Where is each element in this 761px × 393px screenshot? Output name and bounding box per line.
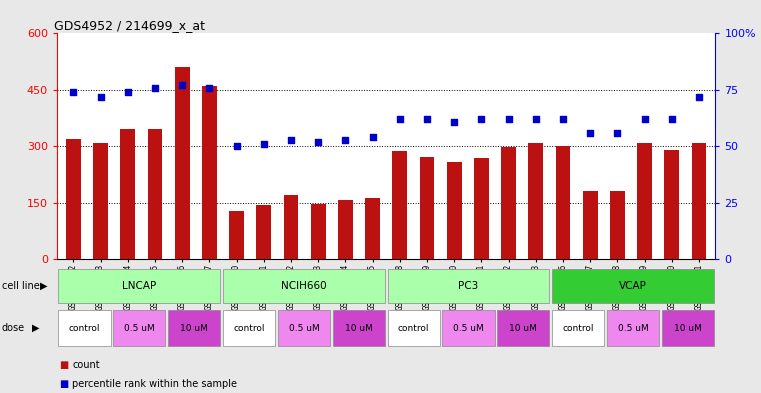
Text: control: control <box>398 324 429 332</box>
Text: 0.5 uM: 0.5 uM <box>124 324 154 332</box>
Bar <box>338 200 353 259</box>
Text: LNCAP: LNCAP <box>123 281 157 291</box>
Bar <box>66 139 81 259</box>
Bar <box>168 310 220 346</box>
Point <box>285 136 297 143</box>
Text: control: control <box>234 324 265 332</box>
Bar <box>552 269 714 303</box>
Point <box>94 94 107 100</box>
Point <box>638 116 651 122</box>
Bar <box>175 67 189 259</box>
Text: 10 uM: 10 uM <box>509 324 537 332</box>
Text: VCAP: VCAP <box>619 281 647 291</box>
Bar <box>120 129 135 259</box>
Point <box>258 141 270 147</box>
Point <box>149 84 161 91</box>
Point <box>312 139 324 145</box>
Bar <box>365 198 380 259</box>
Text: 0.5 uM: 0.5 uM <box>288 324 320 332</box>
Text: ■: ■ <box>59 379 68 389</box>
Bar <box>93 143 108 259</box>
Text: percentile rank within the sample: percentile rank within the sample <box>72 379 237 389</box>
Bar <box>310 204 326 259</box>
Point <box>67 89 79 95</box>
Bar <box>223 269 385 303</box>
Text: PC3: PC3 <box>458 281 479 291</box>
Bar <box>552 310 604 346</box>
Bar <box>474 158 489 259</box>
Bar <box>256 205 271 259</box>
Bar <box>610 191 625 259</box>
Text: 10 uM: 10 uM <box>180 324 209 332</box>
Text: count: count <box>72 360 100 370</box>
Text: NCIH660: NCIH660 <box>281 281 326 291</box>
Bar <box>387 310 440 346</box>
Bar <box>637 143 652 259</box>
Text: GDS4952 / 214699_x_at: GDS4952 / 214699_x_at <box>54 19 205 32</box>
Text: control: control <box>68 324 100 332</box>
Point <box>557 116 569 122</box>
Text: 0.5 uM: 0.5 uM <box>453 324 484 332</box>
Bar <box>284 195 298 259</box>
Bar <box>223 310 275 346</box>
Bar <box>607 310 659 346</box>
Point <box>584 130 597 136</box>
Bar <box>278 310 330 346</box>
Point <box>502 116 514 122</box>
Point <box>393 116 406 122</box>
Point <box>231 143 243 149</box>
Point <box>476 116 488 122</box>
Text: control: control <box>562 324 594 332</box>
Bar <box>447 162 462 259</box>
Point <box>339 136 352 143</box>
Bar <box>664 150 680 259</box>
Point <box>530 116 542 122</box>
Bar <box>333 310 385 346</box>
Bar <box>501 147 516 259</box>
Text: ■: ■ <box>59 360 68 370</box>
Point <box>176 82 188 88</box>
Bar <box>229 211 244 259</box>
Bar <box>497 310 549 346</box>
Text: ▶: ▶ <box>40 281 48 291</box>
Bar <box>59 310 110 346</box>
Bar <box>59 269 220 303</box>
Text: dose: dose <box>2 323 24 333</box>
Bar <box>583 191 597 259</box>
Bar <box>692 143 706 259</box>
Bar <box>202 86 217 259</box>
Text: ▶: ▶ <box>32 323 40 333</box>
Point <box>666 116 678 122</box>
Bar <box>393 151 407 259</box>
Bar <box>662 310 714 346</box>
Point <box>448 118 460 125</box>
Point <box>693 94 705 100</box>
Point <box>122 89 134 95</box>
Bar <box>113 310 165 346</box>
Bar <box>387 269 549 303</box>
Text: cell line: cell line <box>2 281 40 291</box>
Point <box>203 84 215 91</box>
Text: 10 uM: 10 uM <box>674 324 702 332</box>
Bar <box>528 143 543 259</box>
Point <box>421 116 433 122</box>
Point <box>611 130 623 136</box>
Bar <box>556 146 571 259</box>
Bar <box>148 129 163 259</box>
Bar <box>419 157 435 259</box>
Bar <box>442 310 495 346</box>
Text: 0.5 uM: 0.5 uM <box>618 324 648 332</box>
Point <box>367 134 379 140</box>
Text: 10 uM: 10 uM <box>345 324 373 332</box>
